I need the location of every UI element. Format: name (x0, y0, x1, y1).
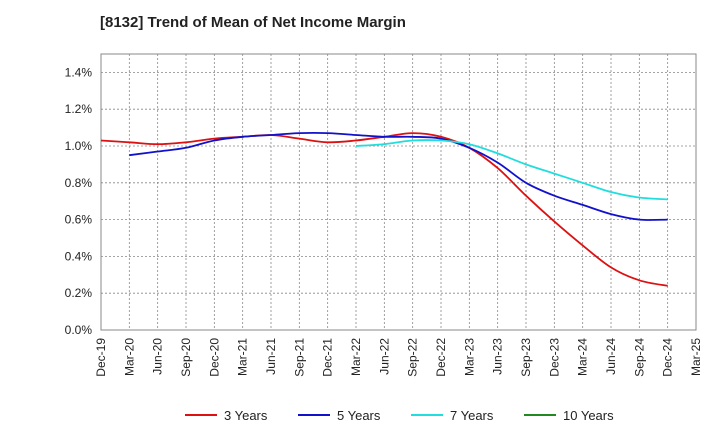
legend-label: 10 Years (563, 408, 614, 423)
x-tick-label: Sep-22 (406, 338, 420, 377)
legend-label: 7 Years (450, 408, 494, 423)
x-tick-label: Mar-25 (689, 338, 703, 376)
y-axis-ticks: 0.0% 0.2% 0.4% 0.6% 0.8% 1.0% 1.2% 1.4% (65, 65, 93, 337)
x-tick-label: Dec-21 (321, 338, 335, 377)
x-tick-label: Dec-24 (661, 338, 675, 377)
y-tick-label: 0.2% (65, 286, 93, 300)
x-tick-label: Mar-24 (576, 338, 590, 376)
y-tick-label: 0.0% (65, 323, 93, 337)
x-tick-label: Jun-22 (377, 338, 391, 375)
x-tick-label: Dec-20 (207, 338, 221, 377)
x-tick-label: Dec-23 (547, 338, 561, 377)
x-axis-ticks: Dec-19 Mar-20 Jun-20 Sep-20 Dec-20 Mar-21 Jun-… (94, 338, 703, 377)
legend-label: 3 Years (224, 408, 268, 423)
x-tick-label: Sep-20 (179, 338, 193, 377)
x-tick-label: Mar-20 (122, 338, 136, 376)
series-line (129, 131, 668, 221)
x-tick-label: Mar-21 (236, 338, 250, 376)
y-tick-label: 1.4% (65, 65, 93, 79)
plot-area (100, 53, 697, 331)
x-tick-label: Jun-21 (264, 338, 278, 375)
grid-lines (101, 54, 696, 330)
y-tick-label: 1.0% (65, 139, 93, 153)
x-tick-label: Dec-22 (434, 338, 448, 377)
x-tick-label: Mar-23 (462, 338, 476, 376)
y-tick-label: 0.4% (65, 249, 93, 263)
y-tick-label: 0.6% (65, 213, 93, 227)
x-tick-label: Jun-24 (604, 338, 618, 375)
series-line (355, 139, 668, 201)
legend: 3 Years 5 Years 7 Years 10 Years (185, 408, 614, 423)
chart-title: [8132] Trend of Mean of Net Income Margi… (100, 14, 406, 31)
x-tick-label: Sep-23 (519, 338, 533, 377)
x-tick-label: Jun-23 (491, 338, 505, 375)
y-tick-label: 1.2% (65, 102, 93, 116)
x-tick-label: Sep-21 (292, 338, 306, 377)
x-tick-label: Sep-24 (632, 338, 646, 377)
series-lines (100, 131, 668, 287)
x-tick-label: Dec-19 (94, 338, 108, 377)
x-tick-label: Jun-20 (151, 338, 165, 375)
legend-label: 5 Years (337, 408, 381, 423)
x-tick-label: Mar-22 (349, 338, 363, 376)
y-tick-label: 0.8% (65, 176, 93, 190)
